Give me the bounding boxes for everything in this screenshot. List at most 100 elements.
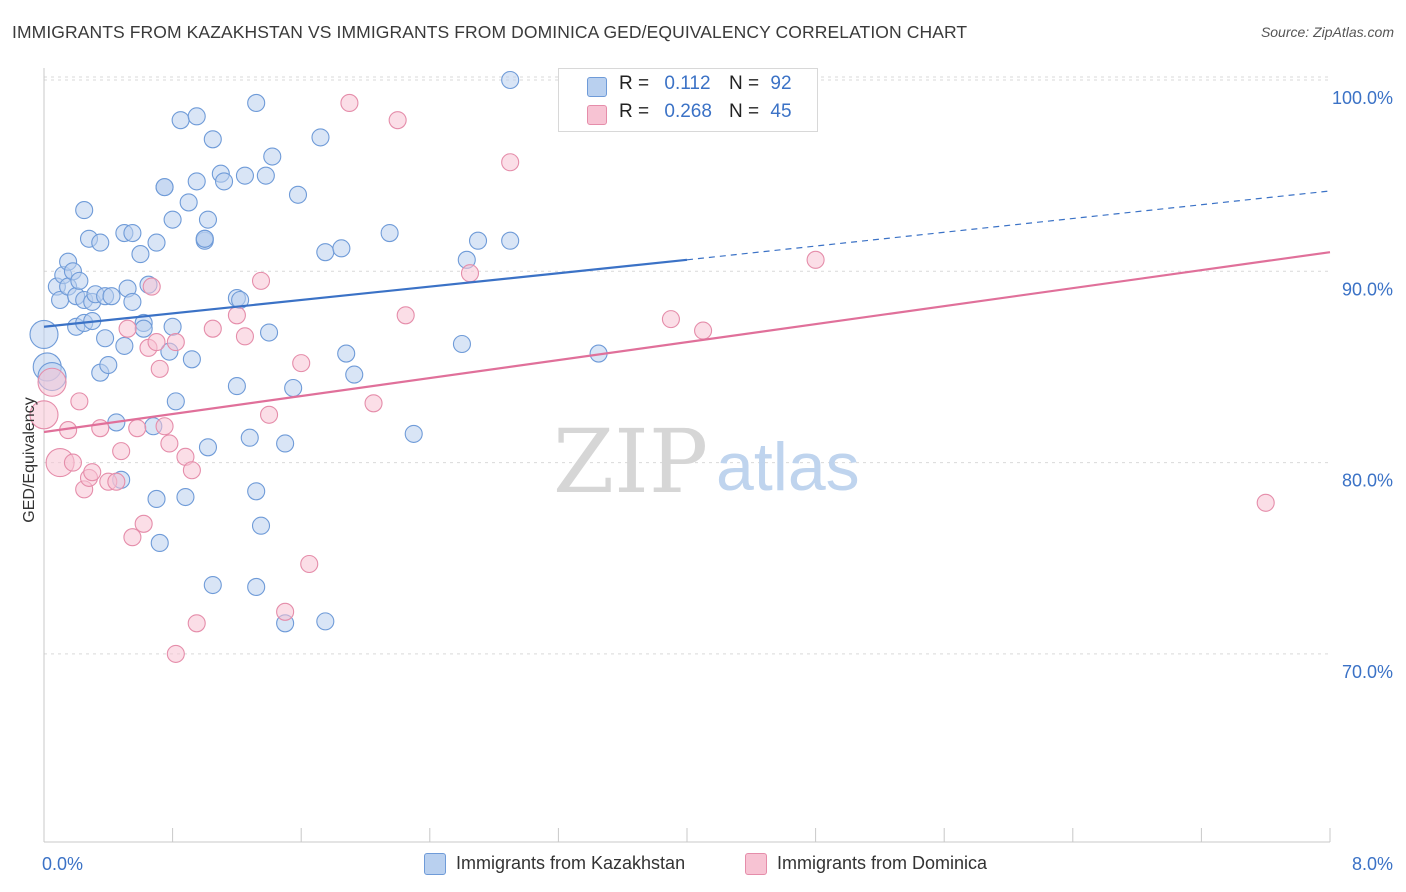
legend-r-value-kazakhstan: 0.112	[664, 73, 711, 94]
kazakhstan-point	[345, 365, 364, 384]
kazakhstan-point	[155, 178, 174, 197]
kazakhstan-trend-line	[43, 258, 688, 328]
y-axis-label: GED/Equivalency	[21, 397, 38, 522]
dominica-point	[460, 264, 480, 283]
kazakhstan-point	[332, 239, 351, 258]
legend-n-value-kazakhstan: 92	[770, 73, 792, 94]
dominica-point	[150, 359, 169, 378]
kazakhstan-point	[134, 319, 153, 338]
dominica-point	[501, 153, 520, 172]
trend-lines	[43, 190, 1331, 434]
dominica-point	[182, 461, 201, 480]
axes	[43, 68, 1331, 843]
dominica-point	[340, 93, 359, 113]
dominica-point	[29, 400, 59, 430]
dominica-point	[396, 306, 415, 325]
dominica-point	[661, 310, 680, 329]
kazakhstan-point	[337, 344, 356, 363]
dominica-point	[1256, 493, 1275, 512]
x-tick-label-min: 0.0%	[42, 854, 83, 874]
dominica-point	[147, 333, 166, 352]
legend-n-label: N =	[729, 73, 760, 94]
dominica-point	[118, 319, 137, 338]
dominica-point	[388, 111, 407, 130]
kazakhstan-point	[195, 229, 214, 248]
x-tick-label-max: 8.0%	[1352, 854, 1393, 874]
dominica-point	[112, 442, 131, 461]
kazakhstan-point	[115, 336, 134, 355]
kazakhstan-point	[247, 482, 266, 501]
kazakhstan-point	[247, 577, 266, 596]
dominica-points	[29, 93, 1275, 663]
kazakhstan-point	[131, 245, 150, 264]
kazakhstan-point	[227, 377, 246, 396]
dominica-point	[259, 405, 279, 424]
kazakhstan-point	[99, 355, 118, 375]
kazakhstan-points	[29, 70, 632, 633]
dominica-point	[128, 419, 147, 438]
kazakhstan-point	[147, 233, 166, 252]
dominica-point	[292, 354, 311, 373]
dominica-point	[251, 271, 271, 290]
kazakhstan-point	[452, 334, 472, 354]
kazakhstan-point	[179, 193, 198, 212]
kazakhstan-point	[316, 243, 335, 262]
legend-label-kazakhstan: Immigrants from Kazakhstan	[456, 853, 686, 873]
dominica-point	[123, 528, 142, 547]
kazakhstan-point	[198, 438, 218, 457]
kazakhstan-point	[288, 185, 308, 204]
kazakhstan-point	[123, 223, 142, 243]
dominica-point	[134, 514, 153, 533]
kazakhstan-point	[316, 612, 335, 631]
dominica-point	[276, 602, 295, 621]
dominica-point	[694, 321, 713, 340]
kazakhstan-point	[311, 128, 330, 147]
kazakhstan-point	[276, 434, 295, 453]
legend-label-dominica: Immigrants from Dominica	[777, 853, 988, 873]
kazakhstan-point	[240, 428, 259, 447]
chart-title: IMMIGRANTS FROM KAZAKHSTAN VS IMMIGRANTS…	[12, 22, 968, 42]
dominica-point	[63, 453, 82, 472]
y-tick-label: 100.0%	[1332, 88, 1393, 108]
kazakhstan-point	[147, 489, 166, 508]
kazakhstan-point	[501, 70, 520, 90]
kazakhstan-point	[259, 323, 279, 342]
kazakhstan-trend-projection	[686, 190, 1331, 261]
kazakhstan-point	[29, 319, 59, 349]
kazakhstan-point	[123, 292, 142, 311]
dominica-point	[155, 417, 174, 436]
dominica-point	[806, 250, 825, 269]
kazakhstan-point	[96, 329, 115, 348]
tick-labels: 70.0% 80.0% 90.0% 100.0% 0.0% 8.0%	[42, 88, 1393, 874]
dominica-point	[166, 644, 185, 663]
kazakhstan-point	[166, 392, 185, 411]
kazakhstan-point	[235, 166, 254, 185]
kazakhstan-point	[380, 223, 399, 243]
kazakhstan-point	[501, 231, 520, 250]
dominica-point	[142, 277, 161, 296]
kazakhstan-point	[102, 287, 121, 306]
dominica-point	[37, 367, 67, 397]
dominica-legend-swatch	[745, 853, 767, 875]
kazakhstan-legend-swatch	[424, 853, 446, 875]
y-tick-label: 90.0%	[1342, 279, 1393, 299]
watermark-zip: ZIP	[553, 410, 708, 513]
dominica-swatch	[587, 105, 607, 125]
dominica-point	[187, 614, 206, 633]
kazakhstan-point	[284, 378, 303, 398]
legend-r-label: R =	[619, 73, 650, 94]
kazakhstan-point	[70, 271, 89, 290]
kazakhstan-point	[163, 317, 182, 336]
dominica-point	[107, 472, 126, 491]
legend-n-value-dominica: 45	[770, 101, 792, 122]
kazakhstan-point	[247, 93, 266, 113]
dominica-point	[203, 319, 222, 338]
dominica-point	[364, 394, 383, 413]
kazakhstan-point	[256, 166, 275, 185]
kazakhstan-point	[214, 172, 234, 191]
y-tick-label: 80.0%	[1342, 471, 1393, 491]
legend-r-label: R =	[619, 101, 650, 122]
dominica-point	[300, 554, 319, 574]
y-tick-label: 70.0%	[1342, 662, 1393, 682]
